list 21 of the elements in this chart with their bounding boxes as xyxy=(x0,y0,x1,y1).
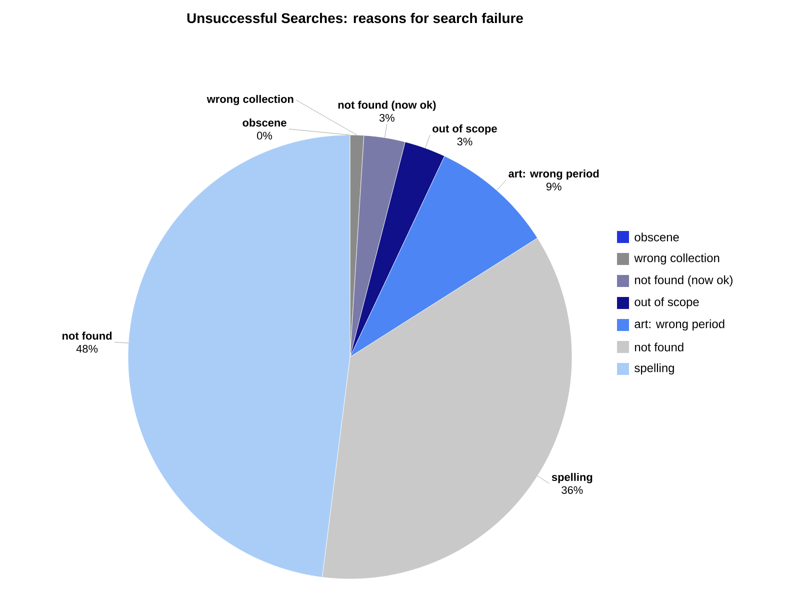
data-label: 3% xyxy=(379,114,394,122)
data-label: 48% xyxy=(76,344,98,353)
text: spelling xyxy=(552,472,592,484)
text: art: wrong period xyxy=(508,169,599,180)
text: 0% xyxy=(257,132,272,140)
chart-title: Unsuccessful Searches: reasons for search failure xyxy=(187,12,523,24)
legend-label: out of scope xyxy=(634,297,699,309)
data-label: 3% xyxy=(457,138,472,146)
legend-label: spelling xyxy=(634,363,674,375)
legend-label: not found (now ok) xyxy=(635,275,732,287)
text: out of scope xyxy=(432,124,497,135)
text: wrong collection xyxy=(206,94,294,106)
legend-label: art: wrong period xyxy=(634,319,724,331)
text: obscene xyxy=(242,118,286,127)
data-label: 36% xyxy=(562,486,583,494)
text: not found (now ok) xyxy=(338,100,436,111)
legend-label: wrong collection xyxy=(634,253,720,265)
legend-label: not found xyxy=(635,342,684,352)
legend-label: obscene xyxy=(634,232,679,242)
text: not found xyxy=(62,332,112,340)
data-label: 9% xyxy=(546,182,562,190)
